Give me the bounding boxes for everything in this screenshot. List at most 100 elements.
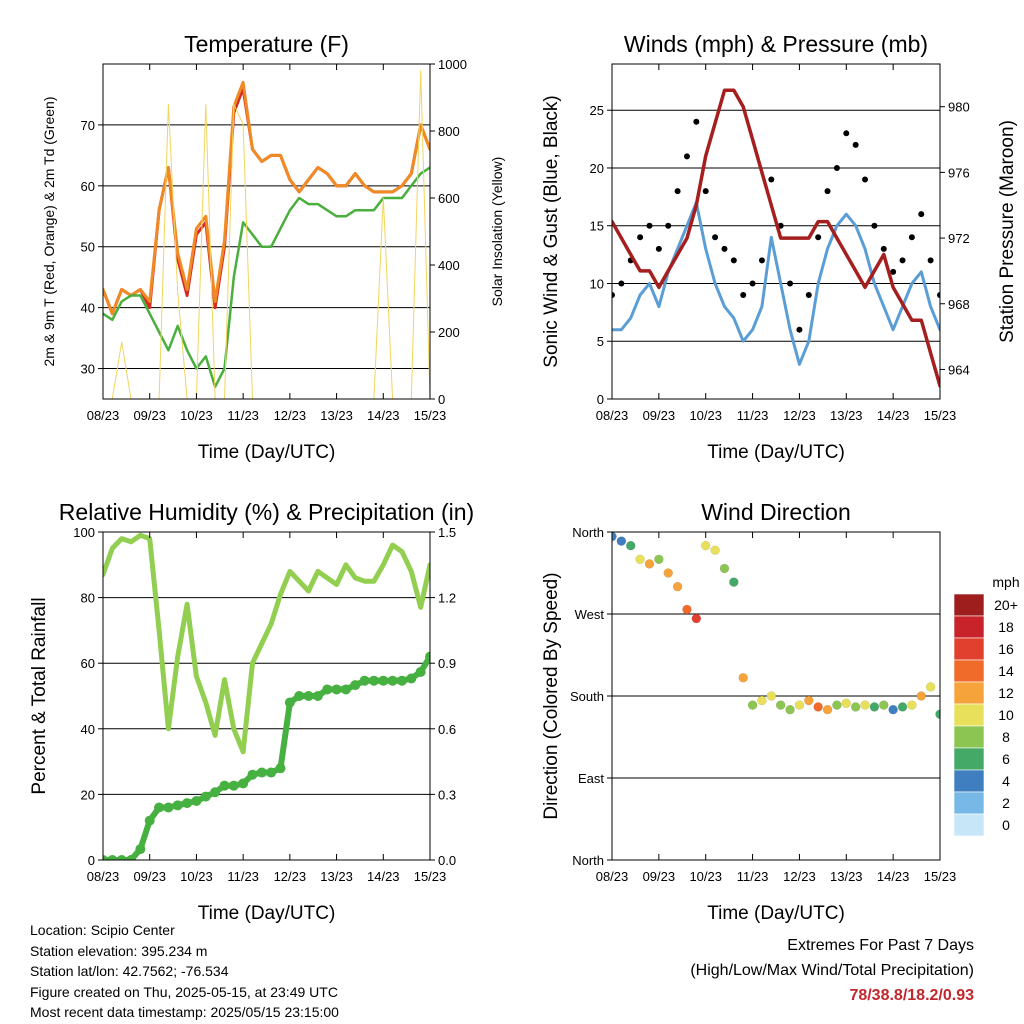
y-tick-label: 25 (590, 103, 604, 118)
precip-point (396, 675, 407, 686)
precip-point (172, 800, 183, 811)
gust-point (805, 292, 812, 299)
temperature-y2label: Solar Insolation (Yellow) (489, 157, 505, 307)
direction-xlabel: Time (Day/UTC) (707, 903, 845, 924)
series-solar-insolation (103, 70, 430, 399)
colorbar-swatch (953, 615, 985, 639)
direction-point (804, 695, 814, 706)
humidity-plot-area (103, 532, 430, 860)
winds-ylabel: Sonic Wind & Gust (Blue, Black) (541, 95, 562, 367)
station-latlon: Station lat/lon: 42.7562; -76.534 (30, 963, 229, 979)
x-tick-label: 15/23 (414, 408, 447, 423)
gust-point (740, 292, 747, 299)
y-tick-label: 30 (81, 362, 95, 377)
colorbar-swatch (953, 703, 985, 727)
direction-point (766, 691, 777, 701)
y-tick-label: 20 (590, 161, 604, 176)
y2-tick-label: 0.3 (438, 787, 456, 802)
winds-pressure-panel: Winds (mph) & Pressure (mb) Time (Day/UTC… (541, 31, 1018, 463)
direction-point (897, 702, 908, 712)
y2-tick-label: 1.5 (438, 525, 456, 540)
y-tick-label: 40 (81, 722, 95, 737)
precip-point (238, 778, 249, 789)
y-tick-label: 5 (597, 334, 604, 349)
colorbar-swatch (953, 637, 985, 661)
colorbar-label: 4 (1002, 773, 1010, 789)
series-sonic-wind (612, 201, 940, 366)
direction-point (757, 695, 767, 706)
direction-point (794, 700, 805, 710)
gust-point (646, 222, 653, 229)
precip-point (182, 798, 193, 809)
gust-point (815, 234, 822, 241)
gust-point (702, 188, 709, 195)
x-tick-label: 11/23 (737, 869, 769, 884)
x-tick-label: 09/23 (133, 408, 166, 423)
y-tick-label: 0 (88, 853, 95, 868)
humidity-xlabel: Time (Day/UTC) (198, 903, 336, 924)
precip-point (294, 691, 305, 701)
gust-point (796, 326, 803, 333)
precip-point (107, 855, 118, 860)
colorbar-label: 8 (1002, 729, 1010, 745)
precip-point (116, 855, 127, 860)
x-tick-label: 12/23 (783, 408, 816, 423)
y-tick-label: North (572, 853, 604, 868)
y2-tick-label: 400 (438, 258, 460, 273)
y2-tick-label: 980 (948, 100, 970, 115)
direction-title: Wind Direction (701, 499, 851, 525)
precip-point (126, 855, 137, 860)
colorbar-label: 20+ (994, 597, 1018, 613)
humidity-frame (102, 531, 431, 861)
colorbar-swatch (953, 593, 985, 617)
precip-point (163, 802, 174, 813)
precip-point (387, 675, 398, 686)
gust-point (908, 234, 915, 241)
y2-tick-label: 968 (948, 297, 970, 312)
x-tick-label: 13/23 (830, 869, 863, 884)
temperature-title: Temperature (F) (184, 31, 349, 57)
colorbar-label: 6 (1002, 751, 1010, 767)
y-tick-label: 15 (590, 219, 604, 234)
x-tick-label: 14/23 (367, 869, 400, 884)
direction-point (644, 559, 655, 569)
direction-point (925, 682, 936, 692)
direction-point (738, 673, 748, 683)
precip-point (368, 675, 379, 686)
extremes-values: 78/38.8/18.2/0.93 (849, 987, 974, 1004)
precip-point (303, 691, 314, 701)
gust-point (758, 257, 765, 264)
temperature-frame (102, 63, 431, 400)
data-timestamp: Most recent data timestamp: 2025/05/15 2… (30, 1004, 339, 1020)
x-tick-label: 08/23 (87, 408, 120, 423)
x-tick-label: 13/23 (830, 408, 863, 423)
precip-point (256, 767, 267, 778)
y-tick-label: 80 (81, 591, 95, 606)
humidity-precip-panel: Relative Humidity (%) & Precipitation (i… (29, 499, 474, 924)
x-tick-label: 11/23 (737, 408, 769, 423)
direction-point (719, 563, 730, 574)
colorbar-swatch (953, 725, 985, 749)
y2-tick-label: 600 (438, 191, 460, 206)
y2-tick-label: 972 (948, 231, 970, 246)
colorbar-swatch (953, 813, 985, 837)
x-tick-label: 13/23 (320, 408, 353, 423)
series-2m-td (103, 166, 430, 389)
x-tick-label: 09/23 (643, 408, 676, 423)
precip-point (331, 684, 342, 695)
y2-tick-label: 976 (948, 165, 970, 180)
gust-point (618, 280, 625, 287)
direction-point (747, 700, 758, 710)
colorbar-swatch (953, 791, 985, 815)
gust-point (927, 257, 934, 264)
direction-point (916, 691, 927, 701)
x-tick-label: 14/23 (367, 408, 400, 423)
y2-tick-label: 1.2 (438, 591, 456, 606)
direction-point (850, 702, 861, 712)
direction-point (813, 702, 823, 712)
colorbar-label: 12 (998, 685, 1014, 701)
direction-point (616, 536, 627, 546)
y-tick-label: 10 (590, 276, 604, 291)
extremes-title: Extremes For Past 7 Days (787, 937, 974, 954)
x-tick-label: 08/23 (596, 869, 629, 884)
